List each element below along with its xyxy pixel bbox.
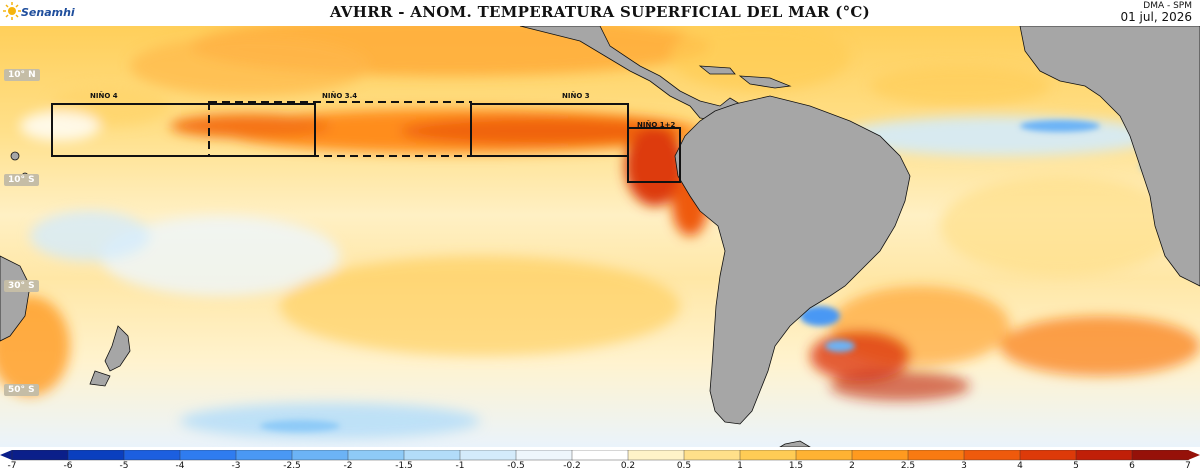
colorbar-cell bbox=[123, 450, 181, 461]
colorbar-tick-label: 3 bbox=[961, 461, 967, 471]
colorbar-cell bbox=[67, 450, 125, 461]
nino-12-label: NIÑO 1+2 bbox=[637, 121, 676, 129]
map-title: AVHRR - ANOM. TEMPERATURA SUPERFICIAL DE… bbox=[329, 3, 871, 21]
header-meta: DMA - SPM 01 jul, 2026 bbox=[1120, 1, 1192, 23]
color-scale-bar bbox=[0, 450, 1200, 461]
colorbar-tick-label: 2 bbox=[849, 461, 855, 471]
nino-4-label: NIÑO 4 bbox=[90, 92, 118, 100]
colorbar-tick-label: -5 bbox=[119, 461, 129, 471]
anomaly-patches bbox=[0, 26, 1200, 439]
nino-34-label: NIÑO 3.4 bbox=[322, 92, 358, 100]
colorbar-tick-label: -3 bbox=[231, 461, 241, 471]
colorbar-cell bbox=[1131, 450, 1189, 461]
lat-label-50s: 50° S bbox=[4, 384, 39, 396]
sst-anomaly-map bbox=[0, 26, 1200, 447]
source-label: DMA - SPM bbox=[1143, 1, 1192, 11]
colorbar-tick-label: 2.5 bbox=[900, 461, 916, 471]
colorbar-cell bbox=[403, 450, 461, 461]
lat-label-10s: 10° S bbox=[4, 174, 39, 186]
colorbar-cell bbox=[1075, 450, 1133, 461]
colorbar-cell bbox=[459, 450, 517, 461]
colorbar-max-arrow bbox=[1188, 450, 1200, 460]
colorbar-tick-label: -4 bbox=[175, 461, 185, 471]
colorbar-tick-label: 0.5 bbox=[676, 461, 692, 471]
nino-12-box bbox=[627, 127, 681, 183]
lat-label-30s: 30° S bbox=[4, 280, 39, 292]
colorbar-tick-label: -0.5 bbox=[507, 461, 525, 471]
colorbar-cell bbox=[291, 450, 349, 461]
colorbar-tick-label: -6 bbox=[63, 461, 73, 471]
colorbar-cell bbox=[11, 450, 69, 461]
date-label: 01 jul, 2026 bbox=[1120, 10, 1192, 24]
colorbar-tick-label: -1 bbox=[455, 461, 465, 471]
nino-3-label: NIÑO 3 bbox=[562, 92, 590, 100]
colorbar-cell bbox=[963, 450, 1021, 461]
colorbar-cell bbox=[347, 450, 405, 461]
colorbar-tick-label: 7 bbox=[1185, 461, 1191, 471]
colorbar-cell bbox=[851, 450, 909, 461]
colorbar-tick-label: -2 bbox=[343, 461, 353, 471]
colorbar-tick-label: 1.5 bbox=[788, 461, 804, 471]
colorbar-tick-label: 5 bbox=[1073, 461, 1079, 471]
colorbar-tick-label: 0.2 bbox=[620, 461, 636, 471]
colorbar-cell bbox=[627, 450, 685, 461]
colorbar-tick-label: 1 bbox=[737, 461, 743, 471]
colorbar-cell bbox=[1019, 450, 1077, 461]
sun-logo-icon bbox=[3, 2, 21, 20]
senamhi-logo: Senamhi bbox=[3, 2, 75, 22]
colorbar-tick-label: -1.5 bbox=[395, 461, 413, 471]
colorbar-cell bbox=[739, 450, 797, 461]
colorbar-tick-label: 6 bbox=[1129, 461, 1135, 471]
colorbar-cell bbox=[235, 450, 293, 461]
nino-4-box bbox=[51, 103, 316, 157]
color-scale-cells bbox=[0, 450, 1200, 461]
nino-boxes bbox=[51, 101, 681, 183]
colorbar-cell bbox=[179, 450, 237, 461]
colorbar-cell bbox=[683, 450, 741, 461]
colorbar-tick-label: 4 bbox=[1017, 461, 1023, 471]
lat-label-10n: 10° N bbox=[4, 69, 40, 81]
colorbar-cell bbox=[795, 450, 853, 461]
land-masses bbox=[0, 26, 1200, 447]
colorbar-cell bbox=[907, 450, 965, 461]
colorbar-tick-label: -0.2 bbox=[563, 461, 581, 471]
logo-text: Senamhi bbox=[21, 6, 75, 19]
colorbar-tick-label: -7 bbox=[7, 461, 17, 471]
colorbar-tick-label: -2.5 bbox=[283, 461, 301, 471]
colorbar-cell bbox=[571, 450, 629, 461]
colorbar-min-arrow bbox=[0, 450, 12, 460]
colorbar-cell bbox=[515, 450, 573, 461]
header: Senamhi AVHRR - ANOM. TEMPERATURA SUPERF… bbox=[0, 0, 1200, 26]
